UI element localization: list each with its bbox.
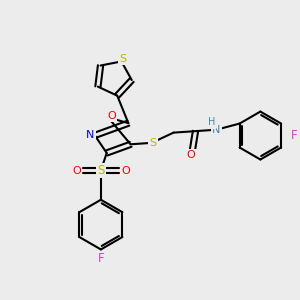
Text: O: O: [121, 166, 130, 176]
Text: H: H: [208, 117, 215, 128]
Text: S: S: [149, 138, 157, 148]
Text: F: F: [291, 129, 298, 142]
Text: O: O: [107, 111, 116, 121]
Text: O: O: [72, 166, 81, 176]
Text: N: N: [86, 130, 94, 140]
Text: S: S: [97, 164, 105, 177]
Text: S: S: [119, 53, 127, 64]
Text: O: O: [187, 150, 196, 160]
Text: N: N: [212, 125, 221, 135]
Text: F: F: [98, 252, 104, 265]
